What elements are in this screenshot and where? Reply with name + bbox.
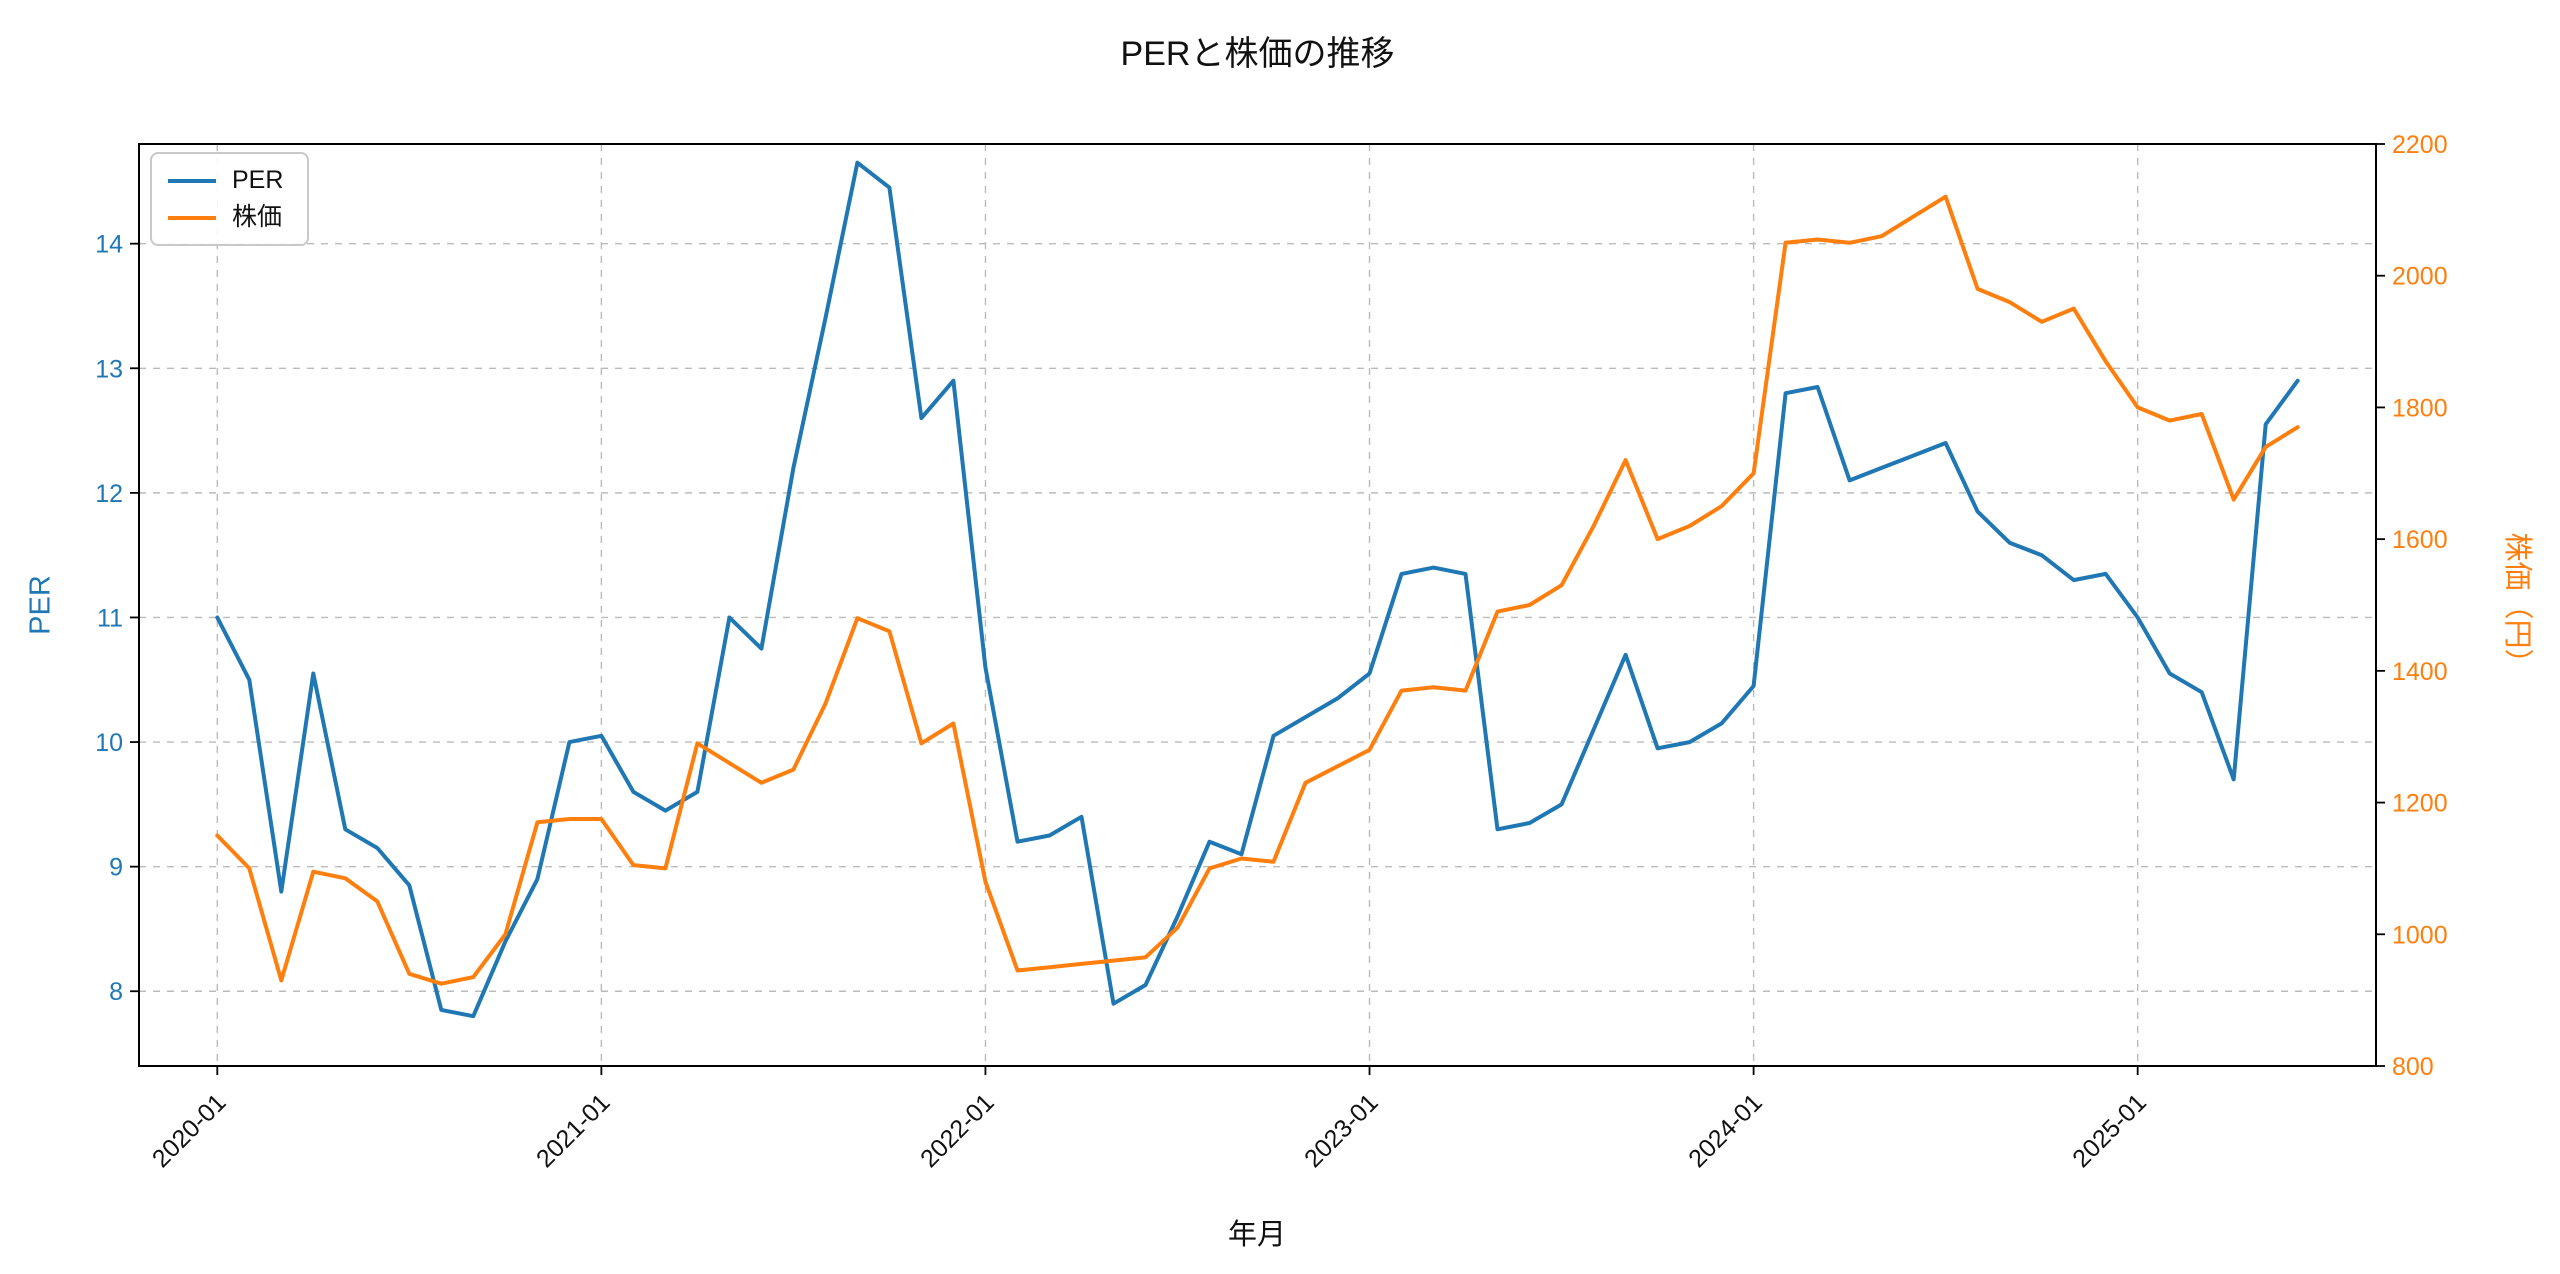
y-tick-label-right: 1000 bbox=[2392, 921, 2448, 949]
legend-line-sample-per bbox=[168, 178, 216, 183]
x-axis-label: 年月 bbox=[1227, 1219, 1287, 1251]
y-tick-label-right: 1200 bbox=[2392, 790, 2448, 818]
tick-labels: 8 9 10 11 12 13 14 800 1000 1200 1400 1600 1800 2000 2… bbox=[95, 131, 2447, 1173]
plot-spines bbox=[138, 143, 2377, 1067]
chart-title: PERと株価の推移 bbox=[1120, 35, 1395, 73]
x-tick-label: 2022-01 bbox=[915, 1088, 1000, 1173]
x-tick-label: 2025-01 bbox=[2067, 1088, 2152, 1173]
legend-entry-kabuka: 株価 bbox=[168, 205, 283, 230]
y-tick-label-left: 8 bbox=[109, 978, 123, 1006]
x-tick-label: 2024-01 bbox=[1683, 1088, 1768, 1173]
y-tick-label-right: 1600 bbox=[2392, 526, 2448, 554]
y-tick-label-right: 2200 bbox=[2392, 131, 2448, 159]
x-tick-label: 2023-01 bbox=[1299, 1088, 1384, 1173]
y-tick-label-left: 13 bbox=[95, 355, 123, 383]
y-tick-label-right: 800 bbox=[2392, 1053, 2434, 1081]
y-tick-label-left: 9 bbox=[109, 854, 123, 882]
grid-lines bbox=[139, 144, 2376, 1066]
legend-label-per: PER bbox=[232, 166, 284, 194]
series-line-PER bbox=[215, 160, 2300, 1019]
x-tick-label: 2020-01 bbox=[147, 1088, 232, 1173]
y-tick-label-right: 2000 bbox=[2392, 263, 2448, 291]
legend: PER 株価 bbox=[150, 152, 310, 246]
legend-line-sample-kabuka bbox=[168, 215, 216, 220]
y-tick-label-right: 1800 bbox=[2392, 394, 2448, 422]
y-tick-label-left: 14 bbox=[95, 231, 123, 259]
series-line-株価 bbox=[215, 194, 2300, 986]
x-tick-label: 2021-01 bbox=[531, 1088, 616, 1173]
y-axis-label-right: 株価（円） bbox=[2501, 532, 2533, 678]
y-tick-label-left: 12 bbox=[95, 480, 123, 508]
y-tick-label-right: 1400 bbox=[2392, 658, 2448, 686]
y-tick-label-left: 10 bbox=[95, 729, 123, 757]
y-tick-label-left: 11 bbox=[97, 604, 123, 632]
legend-entry-per: PER bbox=[168, 168, 283, 193]
legend-label-kabuka: 株価 bbox=[232, 203, 283, 231]
y-axis-label-left: PER bbox=[24, 575, 57, 635]
